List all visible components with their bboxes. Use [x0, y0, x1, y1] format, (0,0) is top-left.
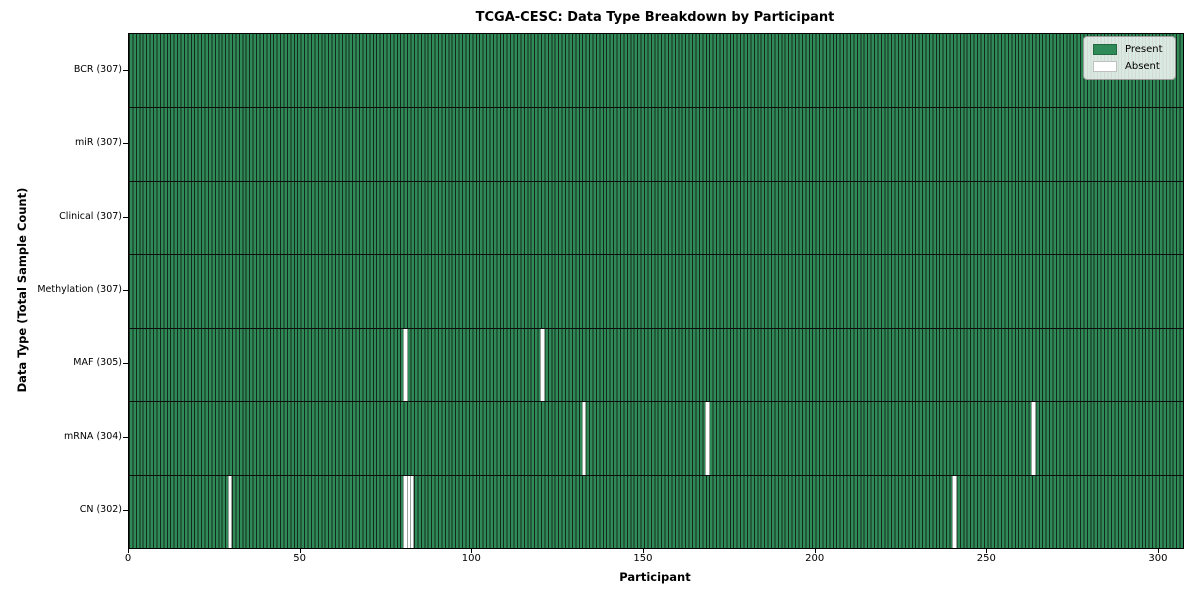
y-tick-label-cn: CN (302): [79, 504, 122, 516]
x-tick-mark: [1157, 548, 1159, 553]
legend: Present Absent: [1083, 36, 1176, 80]
legend-item-present: Present: [1093, 44, 1167, 55]
y-tick-label-clinical: Clinical (307): [59, 210, 122, 222]
y-tick-label-mrna: mRNA (304): [63, 430, 122, 442]
y-tick-mark: [123, 69, 128, 71]
absent-cell-mrna-132: [581, 402, 587, 475]
y-tick-label-mir: miR (307): [74, 137, 122, 149]
heatmap-row-bcr: [129, 34, 1183, 108]
y-tick-label-methylation: Methylation (307): [37, 284, 122, 295]
x-tick-label-200: 200: [805, 553, 825, 564]
absent-swatch-icon: [1093, 61, 1117, 72]
legend-label-absent: Absent: [1125, 61, 1160, 72]
absent-cell-maf-120: [540, 328, 545, 402]
chart-title: TCGA-CESC: Data Type Breakdown by Partic…: [475, 10, 835, 25]
x-tick-label-0: 0: [124, 553, 132, 564]
plot-area: [128, 33, 1184, 549]
absent-cell-cn-240: [952, 475, 957, 548]
absent-cell-maf-80: [403, 328, 408, 402]
x-tick-label-150: 150: [633, 553, 653, 564]
x-tick-mark: [986, 548, 988, 553]
y-tick-label-bcr: BCR (307): [73, 63, 122, 75]
heatmap-row-clinical: [129, 180, 1183, 255]
absent-cell-mrna-168: [705, 402, 710, 475]
x-tick-label-50: 50: [293, 553, 307, 564]
y-tick-mark: [123, 363, 128, 365]
x-tick-mark: [128, 548, 129, 553]
y-tick-mark: [123, 290, 128, 291]
x-tick-label-100: 100: [461, 553, 481, 564]
heatmap-row-mrna: [129, 401, 1183, 475]
heatmap-row-methylation: [129, 254, 1183, 328]
x-tick-mark: [814, 548, 816, 553]
heatmap-row-mir: [129, 107, 1183, 181]
absent-cell-cn-82: [410, 475, 415, 548]
absent-cell-cn-29: [228, 475, 233, 548]
absent-cell-mrna-263: [1031, 402, 1036, 475]
x-tick-mark: [299, 548, 301, 553]
heatmap-row-cn: [129, 474, 1183, 548]
y-tick-mark: [123, 216, 128, 218]
x-axis-label: Participant: [619, 570, 691, 584]
y-tick-mark: [123, 143, 128, 145]
y-tick-mark: [123, 510, 128, 512]
legend-item-absent: Absent: [1093, 61, 1167, 72]
y-tick-label-maf: MAF (305): [73, 357, 122, 369]
legend-label-present: Present: [1125, 44, 1163, 55]
x-tick-label-250: 250: [976, 553, 996, 564]
y-tick-mark: [123, 436, 128, 438]
heatmap-row-maf: [129, 327, 1183, 402]
x-tick-mark: [642, 548, 644, 553]
x-tick-mark: [471, 548, 473, 553]
x-tick-label-300: 300: [1148, 553, 1168, 564]
present-swatch-icon: [1093, 44, 1117, 55]
